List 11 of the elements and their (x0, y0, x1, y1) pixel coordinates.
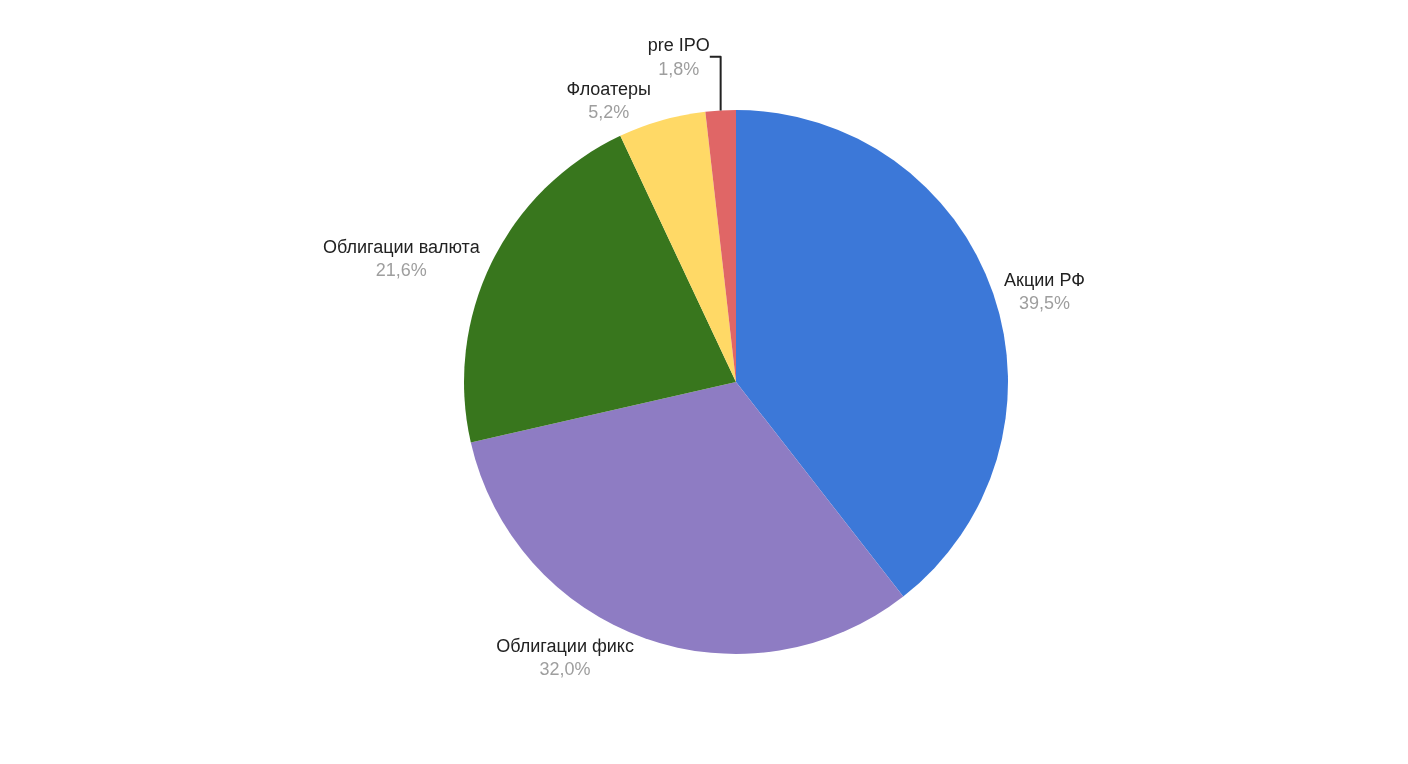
slice-label: Акции РФ (1004, 269, 1085, 290)
pie-slice (470, 382, 904, 654)
data-label: 5,2% (588, 101, 630, 122)
data-label: 1,8% (658, 58, 700, 79)
data-label: 32,0% (539, 659, 591, 680)
slice-label: Облигации фикс (496, 635, 634, 656)
slice-label: pre IPO (647, 35, 710, 56)
data-label: 21,6% (375, 260, 427, 281)
data-label: 39,5% (1018, 292, 1070, 313)
slice-label: Флоатеры (566, 78, 651, 99)
slice-label: Облигации валюта (322, 236, 481, 257)
